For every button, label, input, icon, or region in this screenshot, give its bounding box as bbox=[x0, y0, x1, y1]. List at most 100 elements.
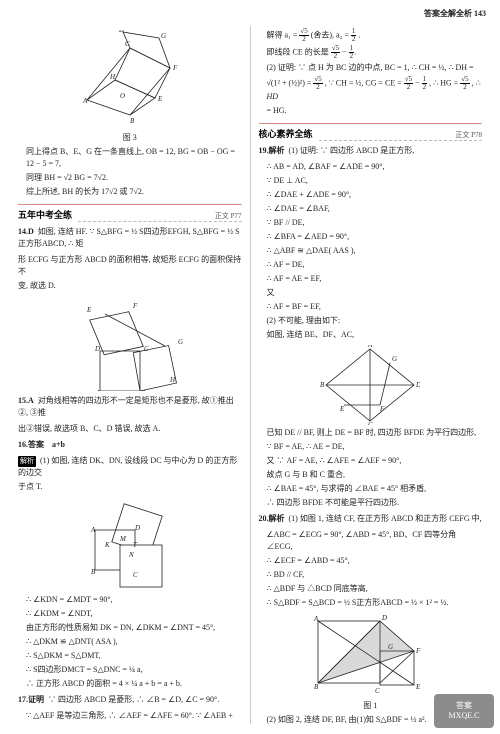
section-5year: 五年中考全练 正文 P77 bbox=[18, 204, 242, 222]
r-top1c: . bbox=[358, 30, 360, 39]
frac-6: √52 bbox=[404, 76, 413, 91]
r-top1a: 解得 a₁ = bbox=[267, 30, 298, 39]
svg-text:G: G bbox=[161, 32, 166, 40]
page-header: 答案全解全析 143 bbox=[424, 8, 486, 19]
t20-d: ∴ BD // CF, bbox=[259, 569, 483, 581]
svg-text:B: B bbox=[314, 683, 319, 691]
t16-head: 16.答案 a+b bbox=[18, 439, 242, 451]
t19-c: ∵ DE ⊥ AC, bbox=[259, 175, 483, 187]
t16-p3: 由正方形的性质易知 DK = DN, ∠DKM = ∠DNT = 45°, bbox=[18, 622, 242, 634]
t19-m: (2) 不可能, 理由如下: bbox=[259, 315, 483, 327]
svg-text:E: E bbox=[415, 683, 421, 691]
t15-b: 出②错误, 故选项 B、C、D 错误, 故选 A. bbox=[18, 423, 242, 435]
t19-d: ∴ ∠DAE + ∠ADE = 90°, bbox=[259, 189, 483, 201]
t20: 20.解析 (1) 如图 1, 连结 CF, 在正方形 ABCD 和正方形 CE… bbox=[259, 513, 483, 525]
section-5year-title: 五年中考全练 bbox=[18, 208, 72, 221]
frac-6b: 12 bbox=[422, 76, 428, 91]
t16-p1: ∴ ∠KDN = ∠MDT = 90°, bbox=[18, 594, 242, 606]
svg-text:C: C bbox=[144, 345, 149, 353]
watermark: 答案 MXQE.C bbox=[434, 694, 494, 728]
svg-text:C: C bbox=[125, 40, 130, 48]
t19: 19.解析 (1) 证明: ∵ 四边形 ABCD 是正方形, bbox=[259, 145, 483, 157]
svg-text:H: H bbox=[109, 73, 116, 81]
svg-text:F: F bbox=[132, 302, 138, 310]
left-column: AB EH FC GD O 图 3 同上得点 B、E、G 在一条直线上, OB … bbox=[12, 26, 248, 724]
frac-3: √52 bbox=[331, 45, 340, 60]
t16-p2: ∴ ∠KDM = ∠NDT, bbox=[18, 608, 242, 620]
r-top2-t: 即线段 CE 的长是 bbox=[267, 47, 329, 56]
column-divider bbox=[250, 26, 251, 724]
t16-sol1: (1) 如图, 连结 DK、DN, 设线段 DC 与中心为 D 的正方形的边交 bbox=[18, 456, 237, 477]
t19-label: 19.解析 bbox=[259, 146, 285, 155]
r-top2: 即线段 CE 的长是 √52 − 12. bbox=[259, 45, 483, 60]
svg-text:E: E bbox=[157, 95, 163, 103]
t16: 解析 (1) 如图, 连结 DK、DN, 设线段 DC 与中心为 D 的正方形的… bbox=[18, 455, 242, 479]
t19-s: ∴ ∠BAE = 45°, 与求得的 ∠BAE = 45° 相矛盾, bbox=[259, 483, 483, 495]
r-top4a: √(1² + (½)²) = bbox=[267, 78, 314, 87]
frac-7: √52 bbox=[460, 76, 469, 91]
t16-tag: 解析 bbox=[18, 456, 36, 467]
t14: 14.D 如图, 连结 HF. ∵ S△BFG = ½ S四边形EFGH, S△… bbox=[18, 226, 242, 250]
pre14-c: 综上所述, BH 的长为 17√2 或 7√2. bbox=[18, 186, 242, 198]
figure-16: AB CD KM TN bbox=[18, 497, 242, 592]
t19-a: (1) 证明: ∵ 四边形 ABCD 是正方形, bbox=[289, 146, 415, 155]
t17-line2: ∵ △AEF 是等边三角形, ∴ ∠AEF = ∠AFE = 60°. ∵ ∠A… bbox=[18, 710, 242, 724]
t17-line1: ∵ 四边形 ABCD 是菱形, ∴ ∠B = ∠D, ∠C = 90°. bbox=[48, 695, 219, 704]
svg-text:A: A bbox=[313, 615, 319, 623]
svg-text:G: G bbox=[178, 338, 183, 346]
header-page: 143 bbox=[474, 9, 486, 18]
section-core-title: 核心素养全练 bbox=[259, 127, 313, 140]
figure-14: AB CD EF GH bbox=[18, 296, 242, 391]
t19-t: ∴ 四边形 BFDE 不可能是平行四边形. bbox=[259, 497, 483, 509]
svg-text:D: D bbox=[381, 614, 387, 622]
svg-text:M: M bbox=[119, 535, 127, 543]
svg-text:B: B bbox=[130, 117, 135, 125]
fig14-svg: AB CD EF GH bbox=[65, 296, 195, 391]
r-top4: √(1² + (½)²) = √52 , ∵ CH = ½, CG = CE =… bbox=[259, 76, 483, 103]
t20-a: (1) 如图 1, 连结 CF, 在正方形 ABCD 和正方形 CEFG 中, bbox=[289, 514, 482, 523]
t19-r: 故点 G 与 B 和 C 重合, bbox=[259, 469, 483, 481]
r-top4c: , ∴ HG = bbox=[429, 78, 460, 87]
svg-text:A: A bbox=[367, 345, 373, 349]
t19-p: ∵ BF = AE, ∴ AE = DE, bbox=[259, 441, 483, 453]
svg-text:C: C bbox=[375, 687, 380, 695]
r-top5: = HG. bbox=[259, 105, 483, 117]
svg-text:K: K bbox=[104, 541, 110, 549]
t19-o: 已知 DE // BF, 则上 DE = BF 时, 四边形 BFDE 为平行四… bbox=[259, 427, 483, 439]
t19-q: 又 ∵ AF = AE, ∴ ∠AFE = ∠AEF = 90°, bbox=[259, 455, 483, 467]
frac-4: 12 bbox=[349, 45, 355, 60]
t16-head-text: 16.答案 a+b bbox=[18, 440, 65, 449]
header-title: 答案全解全析 bbox=[424, 9, 472, 18]
t16-p7: ∴ 正方形 ABCD 的面积 = 4 × ¼ a + b = a + b. bbox=[18, 678, 242, 690]
watermark-line1: 答案 bbox=[456, 701, 472, 711]
section-core-ref: 正文 P78 bbox=[319, 130, 482, 141]
svg-text:A: A bbox=[90, 526, 96, 534]
svg-text:A: A bbox=[95, 389, 101, 391]
svg-text:G: G bbox=[388, 643, 393, 651]
r-top4b: , ∵ CH = ½, CG = CE = bbox=[325, 78, 404, 87]
right-column: 解得 a₁ = √52 (舍去), a₂ = 12 . 即线段 CE 的长是 √… bbox=[253, 26, 489, 724]
frac-1: √52 bbox=[299, 28, 308, 43]
fig20-svg: AD BC FE G bbox=[310, 613, 430, 698]
t20-b: ∠ABC = ∠ECG = 90°, ∠ABD = 45°, BD、CF 四等分… bbox=[259, 529, 483, 553]
t16-p4: ∴ △DKM ≌ △DNT( ASA ), bbox=[18, 636, 242, 648]
t14-label: 14.D bbox=[18, 227, 34, 236]
svg-text:H: H bbox=[169, 376, 176, 384]
t15-label: 15.A bbox=[18, 396, 34, 405]
r-top1b: (舍去), a₂ = bbox=[311, 30, 349, 39]
t19-g: ∴ ∠BFA = ∠AED = 90°, bbox=[259, 231, 483, 243]
svg-text:D: D bbox=[415, 381, 420, 389]
t15: 15.A 对角线相等的四边形不一定是矩形也不是菱形, 故①推出②, ③推 bbox=[18, 395, 242, 419]
t15-a: 对角线相等的四边形不一定是矩形也不是菱形, 故①推出②, ③推 bbox=[18, 396, 234, 417]
two-column-layout: AB EH FC GD O 图 3 同上得点 B、E、G 在一条直线上, OB … bbox=[0, 0, 500, 734]
t16-p5: ∴ S△DKM = S△DMT, bbox=[18, 650, 242, 662]
frac-5: √52 bbox=[313, 76, 322, 91]
svg-text:G: G bbox=[392, 355, 397, 363]
watermark-line2: MXQE.C bbox=[449, 711, 480, 721]
t17: 17.证明 ∵ 四边形 ABCD 是菱形, ∴ ∠B = ∠D, ∠C = 90… bbox=[18, 694, 242, 706]
svg-text:N: N bbox=[128, 551, 134, 559]
r-top4e: HD bbox=[267, 92, 279, 101]
svg-text:E: E bbox=[86, 306, 92, 314]
section-core: 核心素养全练 正文 P78 bbox=[259, 123, 483, 141]
pre14-a: 同上得点 B、E、G 在一条直线上, OB = 12, BG = OB − OG… bbox=[18, 146, 242, 170]
